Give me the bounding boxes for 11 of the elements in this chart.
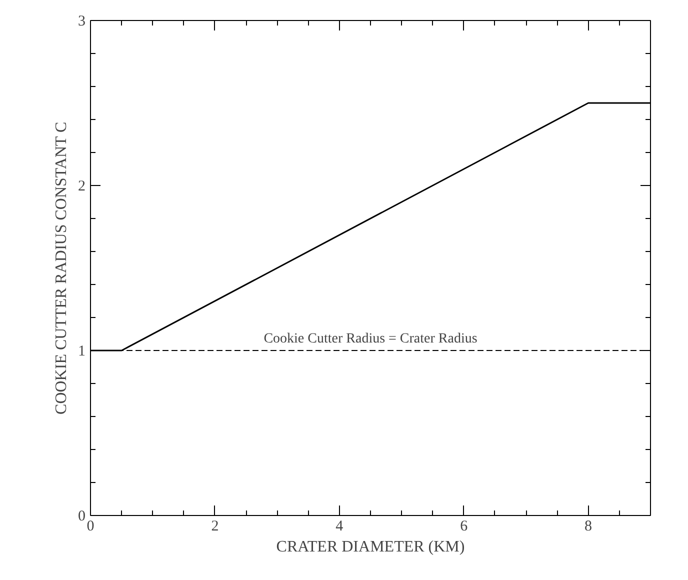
y-tick-label: 3 xyxy=(78,14,86,30)
y-axis-title: COOKIE CUTTER RADIUS CONSTANT C xyxy=(53,122,70,414)
ref-line-label: Cookie Cutter Radius = Crater Radius xyxy=(264,332,478,346)
x-axis-title: CRATER DIAMETER (KM) xyxy=(276,538,465,556)
y-tick-label: 1 xyxy=(78,344,86,360)
x-tick-label: 4 xyxy=(336,518,344,534)
x-tick-label: 8 xyxy=(584,518,592,534)
y-tick-label: 0 xyxy=(78,508,86,524)
x-tick-label: 6 xyxy=(460,518,468,534)
y-tick-label: 2 xyxy=(78,178,86,194)
x-tick-label: 2 xyxy=(211,518,219,534)
